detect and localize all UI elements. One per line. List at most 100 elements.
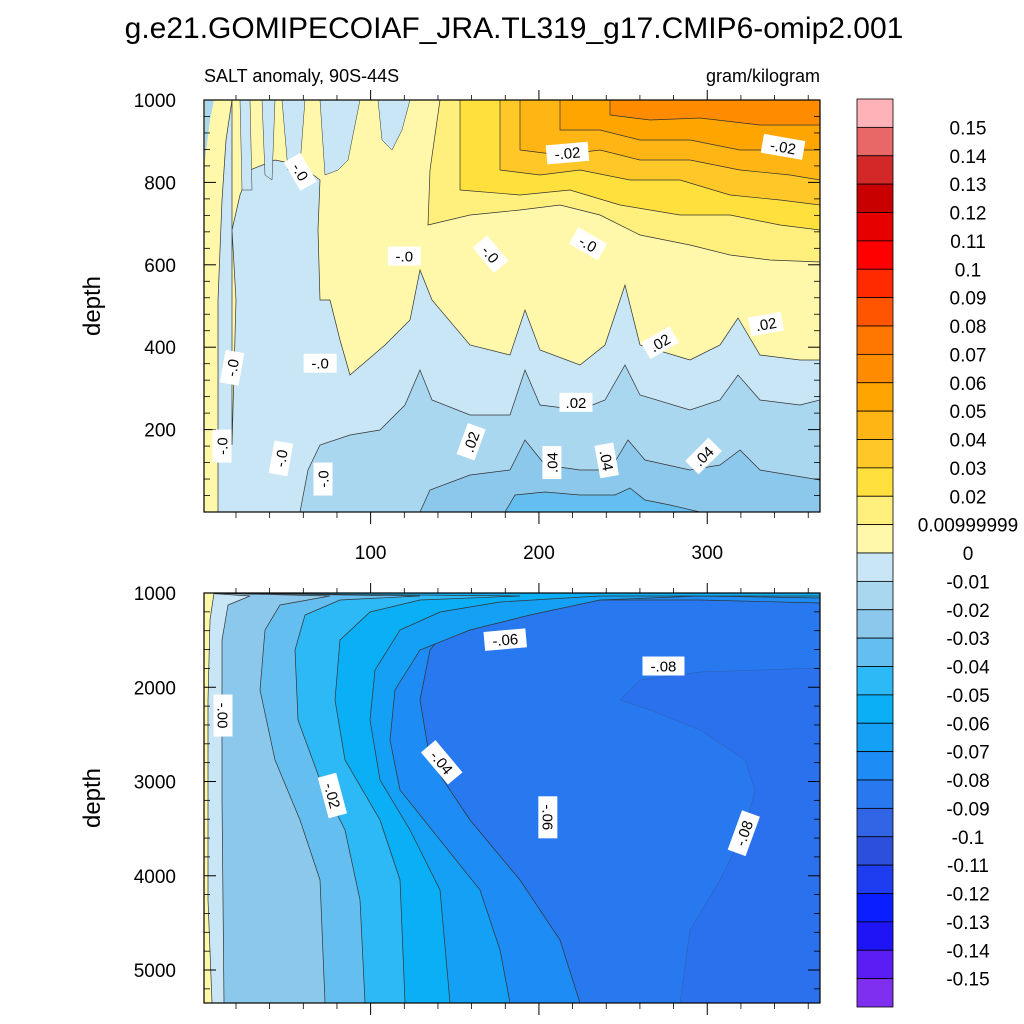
- contour-label-bg: [568, 227, 608, 261]
- contour-label-bg: [219, 349, 245, 386]
- bottom-contour-fill: [204, 593, 820, 1003]
- colorbar-label: 0.05: [950, 402, 987, 423]
- colorbar-swatch: [856, 524, 894, 554]
- contour-label-text: -.0: [288, 161, 311, 185]
- contour-label: .04: [542, 446, 562, 480]
- contour-label-bg: [542, 446, 562, 480]
- colorbar-label: -0.04: [946, 658, 990, 679]
- y-tick-label: 800: [144, 173, 176, 194]
- colorbar-swatch: [856, 864, 894, 894]
- contour-label: -.0: [212, 429, 232, 463]
- contour-label-bg: [685, 437, 722, 475]
- contour-label: -.0: [219, 349, 245, 386]
- colorbar-label: -0.15: [946, 970, 989, 991]
- contour-label-bg: [727, 810, 760, 857]
- colorbar-label: -0.1: [952, 828, 985, 849]
- colorbar-swatch: [856, 410, 894, 440]
- contour-label-bg: [283, 152, 317, 191]
- colorbar-swatch: [856, 268, 894, 299]
- colorbar-label: -0.03: [946, 629, 989, 650]
- contour-label: -.06: [483, 628, 527, 651]
- colorbar-label: 0.15: [950, 118, 987, 139]
- bottom-y-axis-label: depth: [79, 768, 106, 828]
- contour-label-text: -.08: [651, 659, 677, 676]
- contour-label-bg: [594, 442, 619, 479]
- top-contour-labels: -.0-.0-.0-.0 -.0.02.04.04.04.02.02.02-.0-…: [212, 133, 806, 496]
- contour-label: -.0: [568, 227, 608, 261]
- contour-label-text: -.02: [769, 137, 797, 158]
- y-tick-label: 2000: [134, 678, 176, 699]
- contour-label: -.06: [538, 796, 558, 839]
- top-y-axis-label: depth: [79, 276, 106, 336]
- colorbar: 0.15 0.14 0.13 0.12 0.11 0.1 0.09 0.08 0.07 0.06 0…: [856, 98, 1018, 1008]
- contour-label-bg: [760, 133, 806, 160]
- y-tick-label: 3000: [134, 773, 176, 794]
- colorbar-label: 0.09: [950, 289, 987, 310]
- contour-label: .02: [748, 311, 784, 337]
- y-tick-label: 200: [144, 421, 176, 442]
- colorbar-label: 0.08: [950, 317, 987, 338]
- colorbar-swatch: [856, 212, 894, 242]
- y-tick-label: 600: [144, 256, 176, 277]
- colorbar-label: 0.14: [950, 147, 987, 168]
- colorbar-swatch: [856, 439, 894, 469]
- contour-label-text: -.0: [396, 249, 414, 266]
- colorbar-swatch: [856, 722, 894, 753]
- colorbar-label: -0.07: [946, 743, 989, 764]
- contour-label: .02: [456, 423, 486, 461]
- variable-label: SALT anomaly, 90S-44S: [204, 66, 399, 86]
- contour-label-text: .04: [596, 449, 616, 472]
- contour-label-bg: [748, 311, 784, 337]
- y-tick-label: 1000: [134, 584, 176, 605]
- colorbar-swatch: [856, 637, 894, 667]
- contour-label-bg: [303, 353, 337, 373]
- colorbar-swatch: [856, 126, 894, 157]
- contour-label-text: -.0: [311, 356, 329, 373]
- colorbar-swatch: [856, 325, 894, 355]
- contour-label-bg: [317, 772, 348, 819]
- contour-label-bg: [313, 462, 333, 496]
- colorbar-label: 0.06: [950, 374, 987, 395]
- colorbar-swatch: [856, 779, 894, 809]
- contour-label-text: -.0: [576, 233, 600, 256]
- contour-label: .02: [559, 392, 593, 412]
- contour-label-text: -.0: [272, 448, 292, 468]
- colorbar-swatch: [856, 978, 894, 1008]
- colorbar-label: 0.11: [950, 232, 986, 253]
- contour-label-text: -.00: [214, 703, 231, 729]
- contour-label: -.0: [303, 353, 337, 373]
- contour-label-bg: [420, 740, 463, 785]
- contour-label-text: -.0: [315, 470, 332, 488]
- colorbar-swatch: [856, 949, 894, 980]
- contour-label-bg: [213, 694, 233, 737]
- colorbar-swatch: [856, 609, 894, 639]
- x-tick-label: 300: [691, 543, 723, 564]
- contour-label-bg: [483, 628, 527, 651]
- colorbar-label: -0.09: [946, 799, 989, 820]
- contour-label-bg: [212, 429, 232, 463]
- contour-label-text: -.0: [215, 437, 232, 455]
- contour-label-bg: [387, 246, 421, 266]
- contour-label: -.02: [760, 133, 806, 160]
- colorbar-label: -0.01: [946, 572, 989, 593]
- colorbar-swatch: [856, 552, 894, 582]
- colorbar-label: 0.07: [950, 345, 987, 366]
- contour-label-text: -.0: [223, 358, 243, 378]
- x-tick-label: 100: [355, 543, 387, 564]
- colorbar-swatch: [856, 183, 894, 213]
- colorbar-label: -0.12: [946, 885, 989, 906]
- contour-label: .04: [594, 442, 619, 479]
- y-tick-label: 400: [144, 338, 176, 359]
- figure-title: g.e21.GOMIPECOIAF_JRA.TL319_g17.CMIP6-om…: [125, 12, 904, 45]
- colorbar-swatch: [856, 666, 894, 696]
- colorbar-swatch: [856, 580, 894, 611]
- colorbar-label: 0.04: [950, 431, 987, 452]
- contour-label-bg: [545, 141, 590, 165]
- top-panel: 200 400 600 800 1000 100 200 300 -.0 -.0 -.0 -.0 -…: [79, 90, 821, 564]
- y-tick-label: 4000: [134, 867, 176, 888]
- contour-label-text: .02: [461, 429, 484, 454]
- top-x-ticks: 100 200 300: [235, 90, 809, 564]
- colorbar-label: 0.03: [950, 459, 987, 480]
- colorbar-swatch: [856, 98, 894, 128]
- colorbar-label: -0.06: [946, 714, 989, 735]
